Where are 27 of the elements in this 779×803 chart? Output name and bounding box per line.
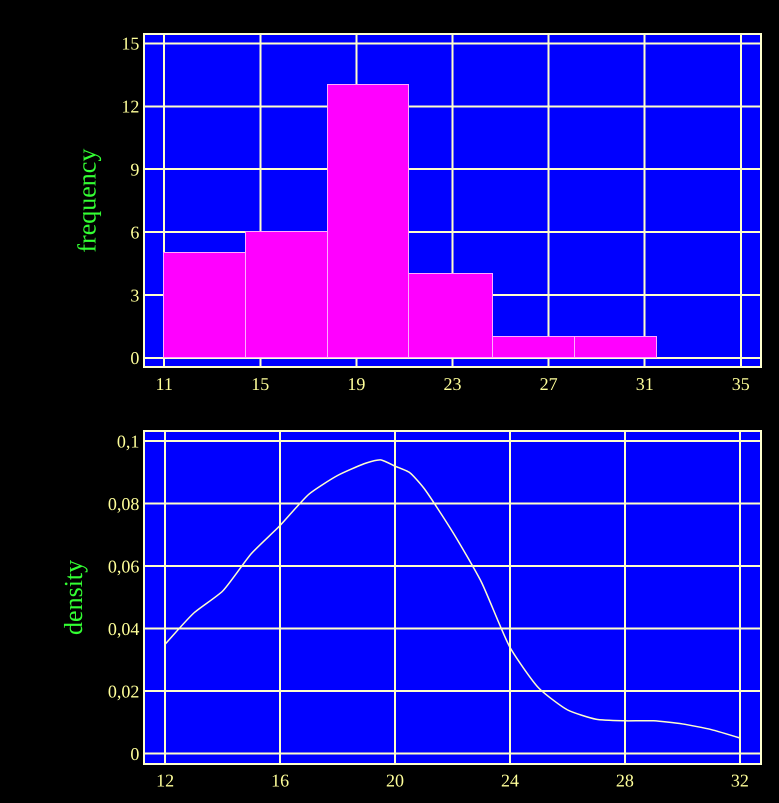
y-tick-label: 0,08 — [108, 494, 140, 514]
y-tick-label: 0 — [130, 348, 140, 368]
y-axis-title: density — [58, 560, 88, 635]
y-tick-label: 6 — [130, 222, 140, 242]
x-tick-label: 16 — [271, 770, 290, 791]
y-tick-label: 0,04 — [108, 618, 140, 639]
x-tick-label: 20 — [386, 770, 404, 791]
x-tick-label: 28 — [616, 770, 634, 791]
y-tick-label: 0,02 — [108, 681, 140, 702]
y-tick-label: 3 — [130, 285, 140, 306]
x-tick-label: 31 — [636, 374, 654, 394]
y-tick-label: 0,06 — [108, 556, 140, 576]
y-tick-label: 15 — [121, 34, 140, 54]
y-tick-label: 0 — [130, 744, 140, 764]
y-tick-label: 9 — [130, 159, 140, 180]
y-tick-label: 12 — [121, 96, 140, 117]
x-tick-label: 23 — [444, 374, 462, 394]
x-tick-label: 11 — [156, 374, 173, 394]
x-tick-label: 27 — [540, 374, 558, 394]
x-tick-label: 24 — [500, 770, 519, 791]
x-tick-label: 12 — [156, 770, 174, 791]
y-tick-label: 0,1 — [116, 431, 140, 452]
x-tick-label: 35 — [732, 374, 750, 394]
x-tick-label: 19 — [347, 374, 366, 394]
x-tick-label: 32 — [730, 770, 749, 791]
y-axis-title: frequency — [72, 148, 102, 253]
x-tick-label: 15 — [251, 374, 270, 394]
